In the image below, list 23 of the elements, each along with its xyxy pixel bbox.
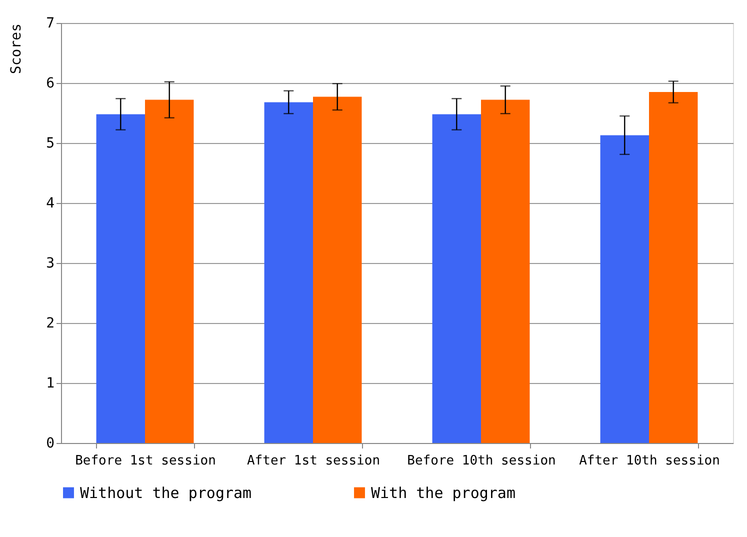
x-tick-label: Before 10th session: [407, 454, 556, 468]
legend-label: With the program: [371, 484, 516, 502]
y-tick-label: 1: [46, 376, 54, 392]
x-tick-label: After 1st session: [246, 454, 380, 468]
y-tick-label: 4: [46, 196, 54, 212]
bar: [481, 100, 530, 443]
y-tick-label: 7: [46, 16, 54, 32]
y-tick-label: 2: [46, 316, 54, 332]
y-tick-label: 0: [46, 436, 54, 452]
bar: [313, 96, 362, 443]
bar: [264, 102, 313, 443]
y-axis-title: Scores: [8, 24, 24, 74]
x-tick-label: After 10th session: [579, 454, 720, 468]
legend-label: Without the program: [80, 484, 252, 502]
y-tick-label: 5: [46, 136, 54, 152]
bar: [600, 135, 649, 443]
y-tick-label: 6: [46, 76, 54, 92]
bar: [432, 114, 481, 443]
bar: [649, 92, 698, 443]
bar: [96, 114, 145, 443]
bar: [145, 100, 194, 443]
x-tick-label: Before 1st session: [75, 454, 216, 468]
y-tick-label: 3: [46, 256, 54, 272]
